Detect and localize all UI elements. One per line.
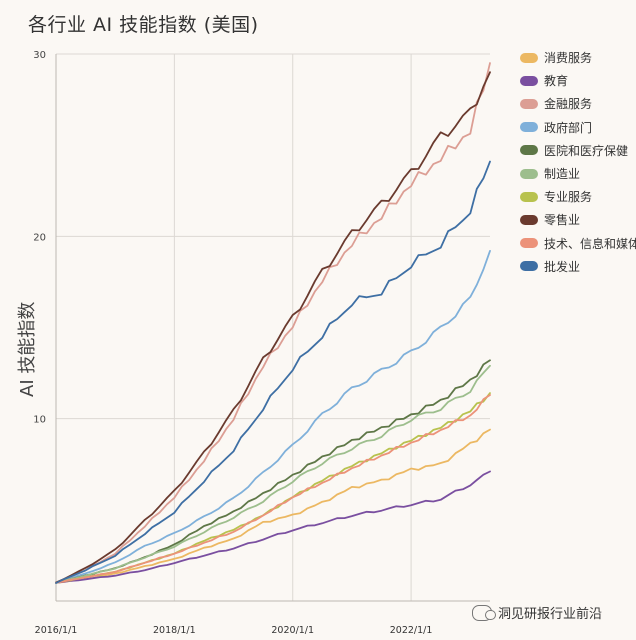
legend-label: 零售业 <box>544 213 581 228</box>
legend-label: 批发业 <box>544 259 581 274</box>
watermark: 洞见研报行业前沿 <box>472 603 602 622</box>
x-tick-label: 2018/1/1 <box>153 625 196 636</box>
series-line-9 <box>55 394 491 584</box>
legend-label: 消费服务 <box>544 51 593 66</box>
x-tick-label: 2016/1/1 <box>35 625 78 636</box>
legend-label: 教育 <box>544 74 569 89</box>
y-tick-label: 30 <box>33 50 46 61</box>
legend-item: 消费服务 <box>520 46 636 69</box>
legend-item: 技术、信息和媒体 <box>520 232 636 255</box>
legend-label: 政府部门 <box>544 120 593 135</box>
legend-label: 技术、信息和媒体 <box>544 236 636 251</box>
series-line-6 <box>55 364 491 584</box>
series-line-8 <box>55 71 491 584</box>
legend-item: 制造业 <box>520 162 636 185</box>
legend-item: 专业服务 <box>520 185 636 208</box>
legend-item: 零售业 <box>520 208 636 231</box>
legend-item: 金融服务 <box>520 92 636 115</box>
legend-swatch <box>520 75 538 86</box>
legend-label: 医院和医疗保健 <box>544 143 629 158</box>
legend-item: 教育 <box>520 69 636 92</box>
legend-swatch <box>520 145 538 156</box>
legend-swatch <box>520 261 538 272</box>
chart-title: 各行业 AI 技能指数 (美国) <box>28 14 259 36</box>
series-line-2 <box>55 470 491 584</box>
legend: 消费服务教育金融服务政府部门医院和医疗保健 制造业专业服务零售业技术、信息和媒体批… <box>520 46 636 278</box>
legend-swatch <box>520 122 538 133</box>
series-line-1 <box>55 428 491 584</box>
legend-item: 批发业 <box>520 255 636 278</box>
watermark-text: 洞见研报行业前沿 <box>498 607 603 622</box>
legend-label: 制造业 <box>544 167 581 182</box>
x-tick-label: 2020/1/1 <box>271 625 314 636</box>
chat-bubbles-icon <box>472 604 496 621</box>
legend-item: 政府部门 <box>520 116 636 139</box>
y-tick-label: 10 <box>33 415 46 426</box>
series-line-3 <box>55 62 491 584</box>
legend-item: 医院和医疗保健 <box>520 139 636 162</box>
legend-swatch <box>520 168 538 179</box>
legend-swatch <box>520 214 538 225</box>
legend-swatch <box>520 191 538 202</box>
legend-swatch <box>520 238 538 249</box>
x-tick-label: 2022/1/1 <box>390 625 433 636</box>
series-line-4 <box>55 250 491 584</box>
series-line-10 <box>55 160 491 584</box>
legend-label: 金融服务 <box>544 97 593 112</box>
legend-label: 专业服务 <box>544 190 593 205</box>
legend-swatch <box>520 98 538 109</box>
legend-swatch <box>520 52 538 63</box>
y-tick-label: 20 <box>33 232 46 243</box>
